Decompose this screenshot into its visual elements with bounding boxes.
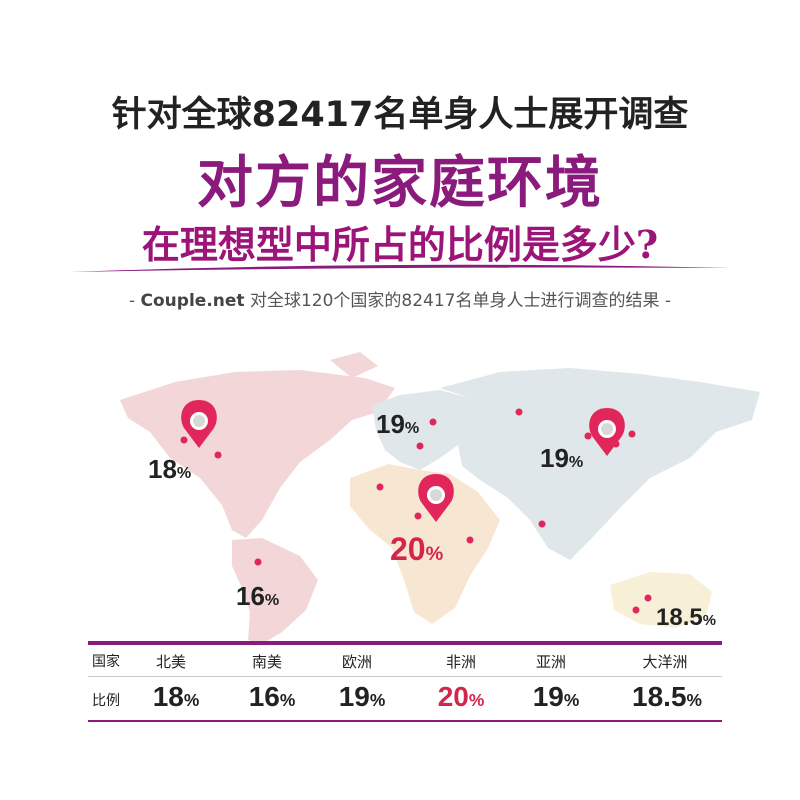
- source-brand: Couple.net: [140, 291, 245, 311]
- city-dot: [538, 520, 546, 528]
- map-label-oceania: 18.5%: [656, 604, 716, 631]
- table-bottom-rule: [88, 720, 722, 722]
- city-dot: [214, 451, 222, 459]
- headline-question: 在理想型中所占的比例是多少?: [141, 222, 659, 267]
- table-row-label-ratio: 比例: [92, 693, 120, 709]
- headline-survey: 针对全球82417名单身人士展开调查: [111, 95, 689, 135]
- table-value-africa: 20%: [437, 681, 485, 712]
- location-pin-icon: [181, 400, 217, 448]
- table-header-oceania: 大洋洲: [642, 653, 688, 671]
- city-dot: [376, 483, 384, 491]
- headline-topic: 对方的家庭环境: [197, 151, 603, 216]
- city-dot: [466, 536, 474, 544]
- map-label-north-america: 18%: [148, 454, 192, 484]
- table-header-north-america: 北美: [155, 653, 186, 671]
- region-africa: [350, 464, 500, 624]
- city-dot: [416, 442, 424, 450]
- city-dot: [584, 432, 592, 440]
- city-dot: [632, 606, 640, 614]
- source-note: - Couple.net 对全球120个国家的82417名单身人士进行调查的结果…: [0, 286, 800, 311]
- map-label-europe: 19%: [376, 409, 420, 439]
- table-header-south-america: 南美: [251, 653, 282, 671]
- city-dot: [515, 408, 523, 416]
- world-map: [120, 352, 760, 644]
- table-value-north-america: 18%: [152, 681, 200, 712]
- table-header-africa: 非洲: [445, 653, 476, 671]
- city-dot: [414, 512, 422, 520]
- source-prefix: -: [128, 291, 141, 311]
- city-dot: [644, 594, 652, 602]
- table-header-europe: 欧洲: [341, 653, 372, 671]
- location-pin-icon: [589, 408, 625, 456]
- city-dot: [628, 430, 636, 438]
- location-pin-icon: [418, 474, 454, 522]
- region-south-america: [232, 538, 318, 644]
- table-value-oceania: 18.5%: [632, 681, 702, 712]
- table-header-asia: 亚洲: [535, 653, 566, 671]
- source-text: 对全球120个国家的82417名单身人士进行调查的结果 -: [244, 291, 672, 311]
- city-dot: [429, 418, 437, 426]
- region-asia: [440, 368, 760, 560]
- table-value-asia: 19%: [532, 681, 580, 712]
- region-europe: [372, 390, 470, 470]
- table-mid-rule: [88, 676, 722, 677]
- title-underline-swoosh: [70, 264, 730, 272]
- map-label-asia: 19%: [540, 443, 584, 473]
- city-dot: [180, 436, 188, 444]
- map-label-south-america: 16%: [236, 581, 280, 611]
- table-value-europe: 19%: [338, 681, 386, 712]
- region-oceania: [610, 572, 712, 628]
- table-row-label-country: 国家: [92, 654, 120, 670]
- map-label-africa: 20%: [390, 531, 444, 567]
- table-top-rule: [88, 641, 722, 645]
- city-dot: [254, 558, 262, 566]
- table-value-south-america: 16%: [248, 681, 296, 712]
